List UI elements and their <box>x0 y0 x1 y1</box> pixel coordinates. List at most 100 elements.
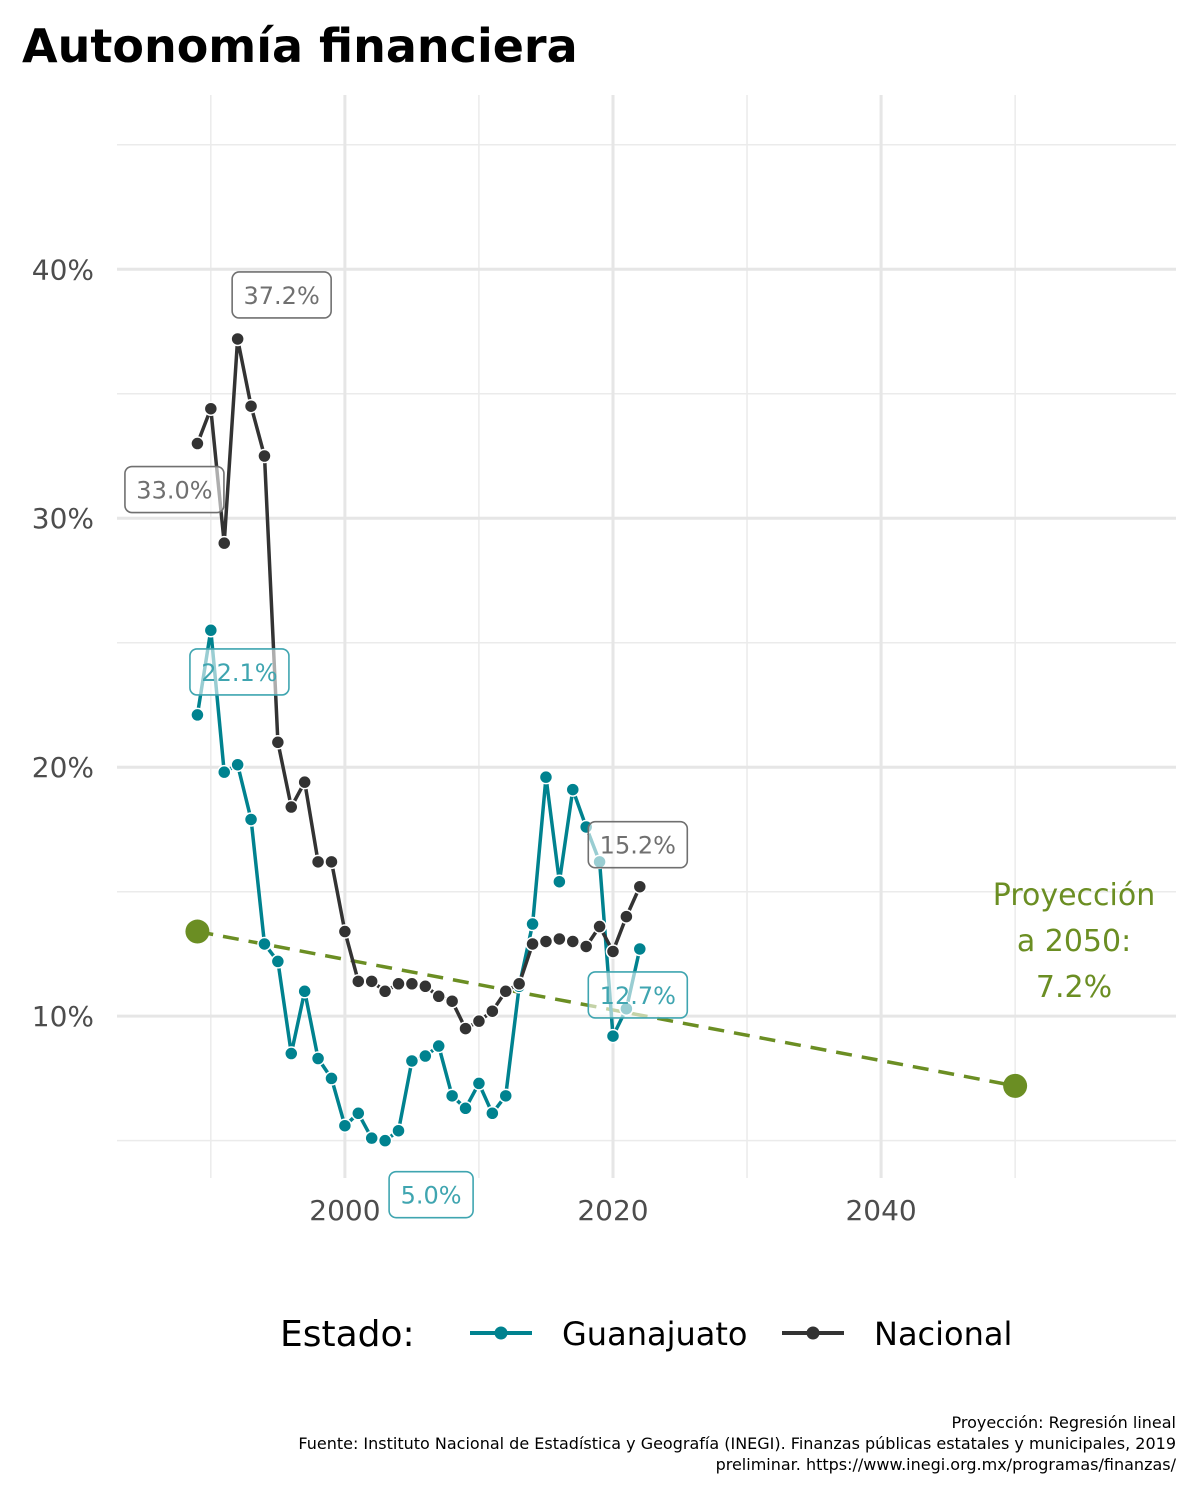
y-tick-label: 30% <box>32 502 94 535</box>
data-point <box>190 707 205 723</box>
legend-entry: Guanajuato <box>470 1315 747 1353</box>
data-point <box>190 436 205 451</box>
data-point <box>391 976 406 992</box>
data-point <box>632 941 648 957</box>
x-tick-label: 2040 <box>845 1194 916 1227</box>
data-point <box>485 1003 500 1019</box>
y-tick-label: 10% <box>32 1000 94 1033</box>
data-point <box>377 984 393 999</box>
data-point <box>243 812 259 827</box>
data-point <box>431 1038 446 1054</box>
annotation-label: 15.2% <box>587 820 689 869</box>
data-point <box>351 974 366 989</box>
data-point <box>404 976 420 992</box>
data-point <box>578 939 594 954</box>
data-point <box>605 944 621 959</box>
legend-title: Estado: <box>280 1314 415 1355</box>
series-line <box>195 628 642 1143</box>
caption-line: Fuente: Instituto Nacional de Estadístic… <box>298 1434 1176 1453</box>
svg-text:33.0%: 33.0% <box>136 477 212 505</box>
data-point <box>552 874 567 889</box>
data-point <box>538 934 554 949</box>
data-point <box>565 782 581 797</box>
data-point <box>324 1071 339 1086</box>
data-point <box>458 1101 473 1116</box>
annotation-label: 12.7% <box>587 971 689 1019</box>
data-point <box>377 1133 393 1148</box>
data-point <box>431 989 446 1004</box>
y-tick-label: 20% <box>32 751 94 784</box>
data-point <box>485 1106 500 1121</box>
series-layer <box>190 331 648 1148</box>
series-guanajuato <box>190 623 648 1148</box>
x-tick-label: 2000 <box>309 1194 380 1227</box>
data-point <box>257 936 272 952</box>
data-point <box>511 976 527 992</box>
data-point <box>552 931 567 947</box>
svg-text:37.2%: 37.2% <box>244 282 320 310</box>
data-point <box>364 974 379 989</box>
data-point <box>337 924 353 939</box>
annotation-label: 37.2% <box>231 271 332 319</box>
data-point <box>458 1021 473 1036</box>
data-point <box>297 984 312 999</box>
data-point <box>418 1048 433 1064</box>
data-point <box>391 1123 406 1138</box>
data-point <box>243 398 259 414</box>
data-point <box>364 1130 379 1146</box>
data-point <box>270 954 286 969</box>
projection-label: Proyección a 2050: 7.2% <box>993 878 1156 1005</box>
data-point <box>310 854 326 870</box>
svg-text:15.2%: 15.2% <box>600 832 676 860</box>
projection-point <box>1003 1073 1028 1098</box>
data-point <box>216 535 232 551</box>
data-point <box>605 1028 621 1044</box>
data-point <box>203 623 219 638</box>
annotation-label: 22.1% <box>189 648 290 696</box>
caption: Proyección: Regresión lineal Fuente: Inst… <box>298 1413 1176 1474</box>
data-point <box>270 735 286 750</box>
caption-line: preliminar. https://www.inegi.org.mx/pro… <box>716 1455 1177 1474</box>
data-point <box>324 854 339 870</box>
data-point <box>418 979 433 994</box>
annotation-label: 5.0% <box>388 1170 474 1219</box>
series-nacional <box>190 331 648 1036</box>
svg-text:22.1%: 22.1% <box>201 659 277 687</box>
data-point <box>498 984 513 999</box>
data-point <box>404 1053 420 1069</box>
data-point <box>310 1051 326 1066</box>
svg-text:5.0%: 5.0% <box>401 1182 462 1210</box>
data-point <box>444 1088 460 1104</box>
data-point <box>284 799 299 815</box>
data-point <box>257 448 272 464</box>
annotation-label: 33.0% <box>124 465 225 514</box>
svg-text:12.7%: 12.7% <box>600 982 676 1010</box>
data-point <box>538 769 554 785</box>
data-point <box>337 1118 353 1133</box>
data-point <box>216 764 232 780</box>
data-point <box>632 879 648 894</box>
x-tick-label: 2020 <box>577 1194 648 1227</box>
chart-title: Autonomía financiera <box>22 19 578 73</box>
caption-line: Proyección: Regresión lineal <box>951 1413 1176 1432</box>
data-point <box>565 934 581 949</box>
data-point <box>471 1076 487 1091</box>
legend-entry-label: Guanajuato <box>562 1315 747 1353</box>
legend-entry: Nacional <box>782 1315 1012 1353</box>
data-point <box>525 936 540 952</box>
data-point <box>284 1046 299 1061</box>
data-point <box>297 774 312 790</box>
data-point <box>230 331 245 347</box>
legend-entry-label: Nacional <box>874 1315 1012 1353</box>
data-point <box>230 757 245 772</box>
data-point <box>203 401 219 416</box>
y-tick-label: 40% <box>32 253 94 286</box>
data-point <box>471 1013 487 1029</box>
annotation-layer: 37.2% 33.0% 22.1% 15.2% 12.7% 5.0% <box>124 271 689 1219</box>
data-point <box>498 1088 513 1104</box>
data-point <box>592 919 607 934</box>
legend: Estado: Guanajuato Nacional <box>280 1314 1012 1355</box>
data-point <box>619 909 634 924</box>
